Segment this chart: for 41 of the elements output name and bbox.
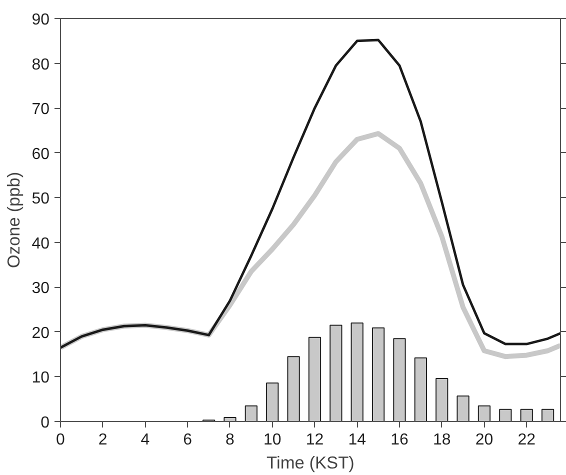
bar <box>350 322 364 422</box>
bar <box>287 356 300 422</box>
x-tick-label: 0 <box>56 432 66 448</box>
bar <box>244 405 258 422</box>
bar <box>478 405 491 422</box>
bar <box>541 408 554 422</box>
y-tick-label: 80 <box>32 56 50 74</box>
y-tick-label: 0 <box>40 414 50 432</box>
bar <box>330 324 342 422</box>
bar <box>266 382 279 422</box>
y-tick-label: 60 <box>32 146 50 163</box>
y-tick-label: 40 <box>32 235 50 252</box>
bar <box>436 378 448 422</box>
y-tick-label: 50 <box>32 190 50 208</box>
y-tick-label: 10 <box>32 370 50 387</box>
y-axis-title: Ozone (ppb) <box>4 172 24 268</box>
x-tick-label: 4 <box>140 432 150 448</box>
x-tick-label: 10 <box>263 432 282 448</box>
bar <box>393 338 406 422</box>
bar <box>456 395 470 422</box>
bar <box>308 336 322 422</box>
x-axis-title: Time (KST) <box>266 452 354 472</box>
x-tick-label: 8 <box>226 432 235 448</box>
bar <box>224 416 236 422</box>
bar <box>499 408 512 422</box>
bar <box>372 327 385 422</box>
y-tick-label: 20 <box>32 324 50 342</box>
x-tick-label: 22 <box>518 432 536 448</box>
x-tick-label: 12 <box>306 432 324 448</box>
line-series <box>60 38 560 349</box>
x-tick-label: 20 <box>475 432 494 448</box>
y-tick-label: 70 <box>32 101 50 118</box>
y-tick-label: 30 <box>32 280 50 298</box>
bar <box>414 357 427 422</box>
x-tick-label: 2 <box>98 432 108 448</box>
y-tick-label: 90 <box>32 12 50 28</box>
x-tick-label: 14 <box>348 432 366 448</box>
x-tick-label: 18 <box>432 432 451 448</box>
x-tick-label: 6 <box>183 432 192 448</box>
bar <box>520 408 533 422</box>
x-tick-label: 16 <box>390 432 408 448</box>
